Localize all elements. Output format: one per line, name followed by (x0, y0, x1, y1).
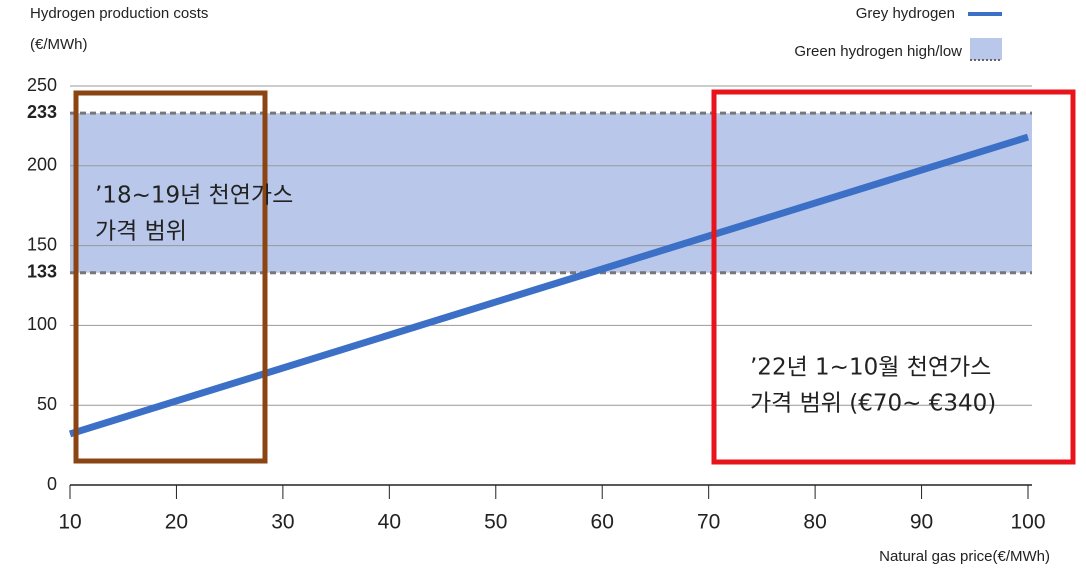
y-tick-label: 150 (27, 234, 57, 254)
annotation-text: 가격 범위 (€70~ €340) (750, 391, 996, 417)
y-axis-label: (€/MWh) (30, 36, 88, 53)
y-tick-label: 250 (27, 75, 57, 95)
x-axis-label: Natural gas price(€/MWh) (879, 548, 1050, 565)
x-tick-label: 40 (378, 511, 401, 534)
line (68, 133, 1030, 438)
chart-title: Hydrogen production costs (30, 5, 208, 22)
legend-label: Green hydrogen high/low (794, 43, 962, 60)
x-tick-label: 20 (165, 511, 188, 534)
y-tick-label: 0 (47, 474, 57, 494)
x-tick-label: 100 (1010, 511, 1045, 534)
x-tick-label: 70 (697, 511, 720, 534)
annotation-text: ’22년 1~10월 천연가스 (750, 355, 991, 381)
band (70, 113, 1032, 273)
annotation-text: ’18~19년 천연가스 (95, 183, 293, 209)
legend-swatch (970, 38, 1002, 60)
x-tick-label: 80 (803, 511, 826, 534)
x-tick-label: 30 (271, 511, 294, 534)
x-tick-label: 60 (591, 511, 614, 534)
annotation-text: 가격 범위 (95, 219, 187, 245)
x-tick-label: 50 (484, 511, 507, 534)
annotation-box (73, 90, 268, 464)
annotation-box (711, 89, 1076, 465)
x-tick-label: 90 (910, 511, 933, 534)
y-tick-label: 233 (27, 102, 57, 122)
y-tick-label: 200 (27, 155, 57, 175)
y-tick-label: 100 (27, 314, 57, 334)
y-tick-label: 50 (37, 394, 57, 414)
x-tick-label: 10 (58, 511, 81, 534)
y-tick-label: 133 (27, 261, 57, 281)
legend-label: Grey hydrogen (856, 5, 955, 22)
